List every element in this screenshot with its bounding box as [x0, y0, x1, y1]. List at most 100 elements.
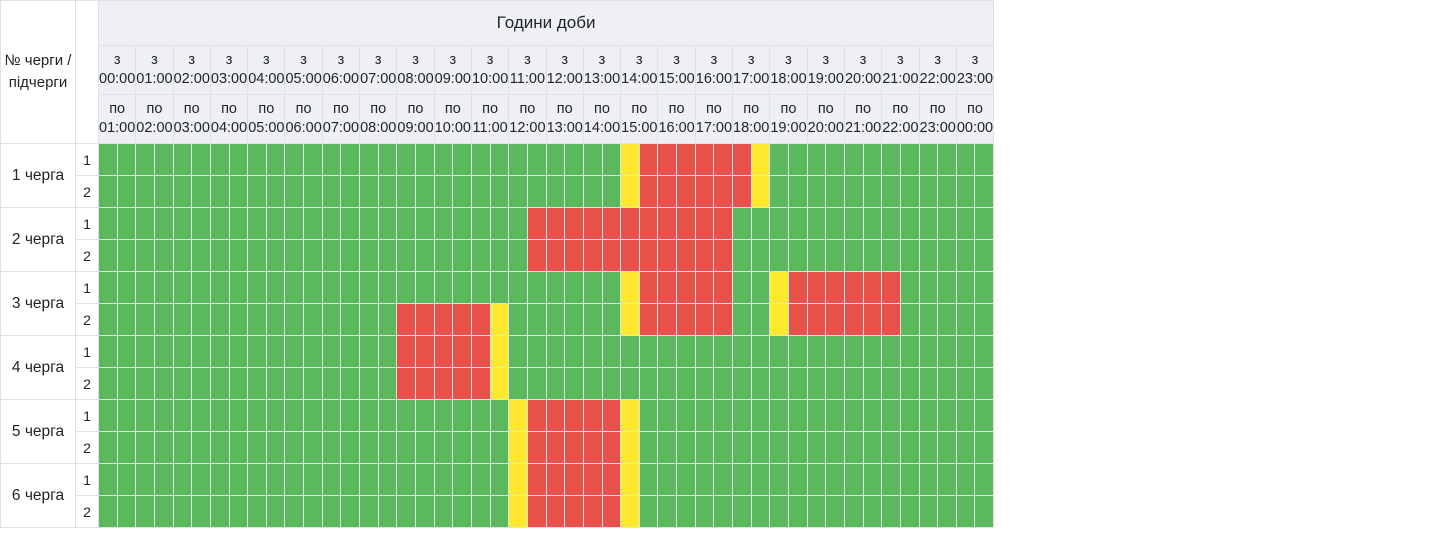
slot-cell[interactable]: [526, 495, 547, 528]
slot-cell[interactable]: [881, 463, 901, 496]
slot-cell[interactable]: [564, 399, 584, 432]
slot-cell[interactable]: [284, 367, 305, 400]
slot-cell[interactable]: [601, 463, 622, 496]
slot-cell[interactable]: [582, 399, 603, 432]
slot-cell[interactable]: [806, 367, 827, 400]
slot-cell[interactable]: [732, 463, 752, 496]
slot-cell[interactable]: [116, 399, 137, 432]
slot-cell[interactable]: [340, 463, 361, 496]
slot-cell[interactable]: [713, 367, 734, 400]
slot-cell[interactable]: [489, 495, 510, 528]
slot-cell[interactable]: [750, 143, 771, 176]
slot-cell[interactable]: [98, 175, 118, 208]
slot-cell[interactable]: [340, 175, 361, 208]
slot-cell[interactable]: [620, 143, 640, 176]
slot-cell[interactable]: [974, 399, 995, 432]
slot-cell[interactable]: [321, 207, 342, 240]
slot-cell[interactable]: [825, 399, 845, 432]
slot-cell[interactable]: [470, 431, 491, 464]
slot-cell[interactable]: [937, 335, 957, 368]
slot-cell[interactable]: [787, 207, 808, 240]
slot-cell[interactable]: [545, 303, 566, 336]
slot-cell[interactable]: [694, 303, 715, 336]
slot-cell[interactable]: [564, 143, 584, 176]
slot-cell[interactable]: [694, 495, 715, 528]
slot-cell[interactable]: [713, 431, 734, 464]
slot-cell[interactable]: [247, 271, 267, 304]
slot-cell[interactable]: [881, 335, 901, 368]
slot-cell[interactable]: [825, 303, 845, 336]
slot-cell[interactable]: [545, 399, 566, 432]
slot-cell[interactable]: [172, 431, 193, 464]
slot-cell[interactable]: [153, 399, 174, 432]
slot-cell[interactable]: [955, 143, 976, 176]
slot-cell[interactable]: [676, 399, 696, 432]
slot-cell[interactable]: [359, 431, 379, 464]
slot-cell[interactable]: [433, 303, 454, 336]
slot-cell[interactable]: [694, 463, 715, 496]
slot-cell[interactable]: [862, 239, 883, 272]
slot-cell[interactable]: [881, 207, 901, 240]
slot-cell[interactable]: [806, 175, 827, 208]
slot-cell[interactable]: [303, 143, 323, 176]
slot-cell[interactable]: [452, 431, 472, 464]
slot-cell[interactable]: [787, 335, 808, 368]
slot-cell[interactable]: [321, 335, 342, 368]
slot-cell[interactable]: [769, 463, 789, 496]
slot-cell[interactable]: [582, 495, 603, 528]
slot-cell[interactable]: [377, 271, 398, 304]
slot-cell[interactable]: [508, 399, 528, 432]
slot-cell[interactable]: [881, 271, 901, 304]
slot-cell[interactable]: [340, 495, 361, 528]
slot-cell[interactable]: [98, 335, 118, 368]
slot-cell[interactable]: [564, 495, 584, 528]
slot-cell[interactable]: [359, 271, 379, 304]
slot-cell[interactable]: [638, 463, 659, 496]
slot-cell[interactable]: [135, 463, 155, 496]
slot-cell[interactable]: [862, 399, 883, 432]
slot-cell[interactable]: [508, 495, 528, 528]
slot-cell[interactable]: [396, 271, 417, 304]
slot-cell[interactable]: [974, 143, 995, 176]
slot-cell[interactable]: [359, 143, 379, 176]
slot-cell[interactable]: [377, 303, 398, 336]
slot-cell[interactable]: [415, 367, 435, 400]
slot-cell[interactable]: [657, 303, 678, 336]
slot-cell[interactable]: [582, 175, 603, 208]
slot-cell[interactable]: [508, 335, 528, 368]
slot-cell[interactable]: [955, 271, 976, 304]
slot-cell[interactable]: [321, 271, 342, 304]
slot-cell[interactable]: [303, 431, 323, 464]
slot-cell[interactable]: [974, 335, 995, 368]
slot-cell[interactable]: [191, 431, 211, 464]
slot-cell[interactable]: [209, 367, 230, 400]
slot-cell[interactable]: [116, 431, 137, 464]
slot-cell[interactable]: [247, 367, 267, 400]
slot-cell[interactable]: [806, 399, 827, 432]
slot-cell[interactable]: [396, 175, 417, 208]
slot-cell[interactable]: [713, 207, 734, 240]
slot-cell[interactable]: [247, 175, 267, 208]
slot-cell[interactable]: [787, 143, 808, 176]
slot-cell[interactable]: [769, 335, 789, 368]
slot-cell[interactable]: [116, 143, 137, 176]
slot-cell[interactable]: [470, 143, 491, 176]
slot-cell[interactable]: [116, 207, 137, 240]
slot-cell[interactable]: [228, 367, 249, 400]
slot-cell[interactable]: [620, 399, 640, 432]
slot-cell[interactable]: [98, 431, 118, 464]
slot-cell[interactable]: [415, 399, 435, 432]
slot-cell[interactable]: [843, 175, 864, 208]
slot-cell[interactable]: [377, 175, 398, 208]
slot-cell[interactable]: [974, 431, 995, 464]
slot-cell[interactable]: [937, 495, 957, 528]
slot-cell[interactable]: [265, 431, 286, 464]
slot-cell[interactable]: [153, 463, 174, 496]
slot-cell[interactable]: [209, 335, 230, 368]
slot-cell[interactable]: [526, 335, 547, 368]
slot-cell[interactable]: [638, 431, 659, 464]
slot-cell[interactable]: [937, 207, 957, 240]
slot-cell[interactable]: [228, 431, 249, 464]
slot-cell[interactable]: [862, 495, 883, 528]
slot-cell[interactable]: [918, 335, 939, 368]
